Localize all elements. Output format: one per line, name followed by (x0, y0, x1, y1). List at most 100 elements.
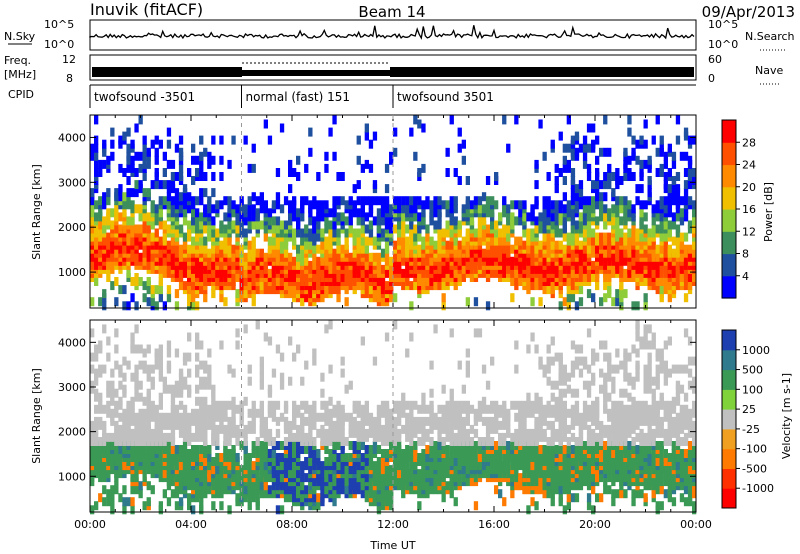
echo-cell (158, 360, 163, 370)
echo-cell (376, 285, 382, 295)
echo-cell (360, 224, 365, 234)
echo-cell (558, 268, 563, 278)
echo-cell (255, 437, 260, 446)
echo-cell (510, 489, 515, 499)
echo-cell (457, 220, 462, 230)
echo-cell (356, 216, 361, 226)
echo-cell (433, 412, 438, 422)
echo-cell (134, 301, 139, 311)
echo-cell (485, 424, 491, 434)
echo-cell (328, 424, 333, 434)
echo-cell (106, 388, 111, 398)
echo-cell (207, 224, 212, 234)
echo-cell (316, 461, 321, 471)
echo-cell (227, 364, 232, 374)
echo-cell (554, 200, 559, 210)
echo-cell (288, 336, 293, 346)
echo-cell (154, 180, 159, 190)
echo-cell (413, 264, 418, 274)
echo-cell (562, 155, 567, 165)
echo-cell (263, 119, 268, 129)
echo-cell (300, 400, 305, 410)
echo-cell (683, 151, 689, 161)
echo-cell (162, 301, 167, 311)
echo-cell (134, 380, 139, 390)
echo-cell (211, 457, 216, 466)
echo-cell (409, 127, 414, 137)
echo-cell (421, 428, 426, 438)
echo-cell (514, 200, 519, 210)
echo-cell (211, 384, 216, 394)
echo-cell (199, 501, 204, 511)
echo-cell (219, 489, 224, 499)
echo-cell (203, 477, 208, 487)
echo-cell (619, 256, 624, 266)
echo-cell (146, 277, 151, 286)
echo-cell (162, 196, 167, 206)
echo-cell (453, 196, 458, 206)
echo-cell (437, 220, 442, 230)
echo-cell (182, 216, 188, 226)
echo-cell (405, 224, 410, 234)
echo-cell (283, 437, 289, 446)
echo-cell (603, 293, 608, 303)
echo-cell (671, 248, 677, 258)
echo-cell (312, 348, 317, 358)
echo-cell (126, 301, 131, 311)
echo-cell (437, 208, 442, 218)
echo-cell (417, 404, 422, 414)
echo-cell (308, 127, 313, 137)
echo-cell (304, 416, 309, 426)
echo-cell (683, 212, 689, 222)
echo-cell (320, 424, 325, 434)
echo-cell (195, 364, 200, 374)
echo-cell (599, 200, 604, 210)
echo-cell (449, 432, 454, 442)
echo-cell (522, 469, 527, 479)
echo-cell (530, 445, 535, 454)
echo-cell (263, 232, 268, 242)
echo-cell (187, 420, 192, 430)
echo-cell (134, 392, 139, 402)
echo-cell (405, 348, 410, 358)
echo-cell (356, 180, 361, 190)
echo-cell (607, 147, 612, 157)
echo-cell (182, 352, 188, 362)
echo-cell (283, 220, 289, 230)
echo-cell (603, 172, 608, 181)
echo-cell (142, 293, 147, 303)
echo-cell (344, 485, 349, 495)
echo-cell (211, 188, 216, 198)
echo-cell (574, 220, 580, 230)
echo-cell (158, 400, 163, 410)
echo-cell (518, 216, 523, 226)
colorbar-tick-label: 24 (742, 159, 756, 172)
echo-cell (114, 248, 119, 258)
echo-cell (292, 228, 297, 238)
echo-cell (421, 163, 426, 173)
echo-cell (187, 220, 192, 230)
echo-cell (449, 196, 454, 206)
echo-cell (223, 424, 228, 434)
echo-cell (477, 224, 483, 234)
echo-cell (534, 344, 539, 354)
echo-cell (425, 416, 430, 426)
echo-cell (538, 396, 543, 406)
echo-cell (352, 277, 357, 286)
echo-cell (138, 212, 143, 222)
echo-cell (578, 143, 584, 153)
echo-cell (300, 473, 305, 483)
echo-cell (292, 432, 297, 442)
echo-cell (251, 400, 256, 410)
echo-cell (296, 172, 301, 181)
echo-cell (271, 236, 277, 246)
echo-cell (170, 180, 176, 190)
echo-cell (542, 404, 547, 414)
echo-cell (263, 449, 268, 458)
cpid-segment-label: normal (fast) 151 (246, 90, 350, 104)
echo-cell (397, 469, 402, 479)
echo-cell (623, 268, 628, 278)
echo-cell (570, 176, 576, 185)
echo-cell (502, 224, 507, 234)
echo-cell (485, 380, 491, 390)
